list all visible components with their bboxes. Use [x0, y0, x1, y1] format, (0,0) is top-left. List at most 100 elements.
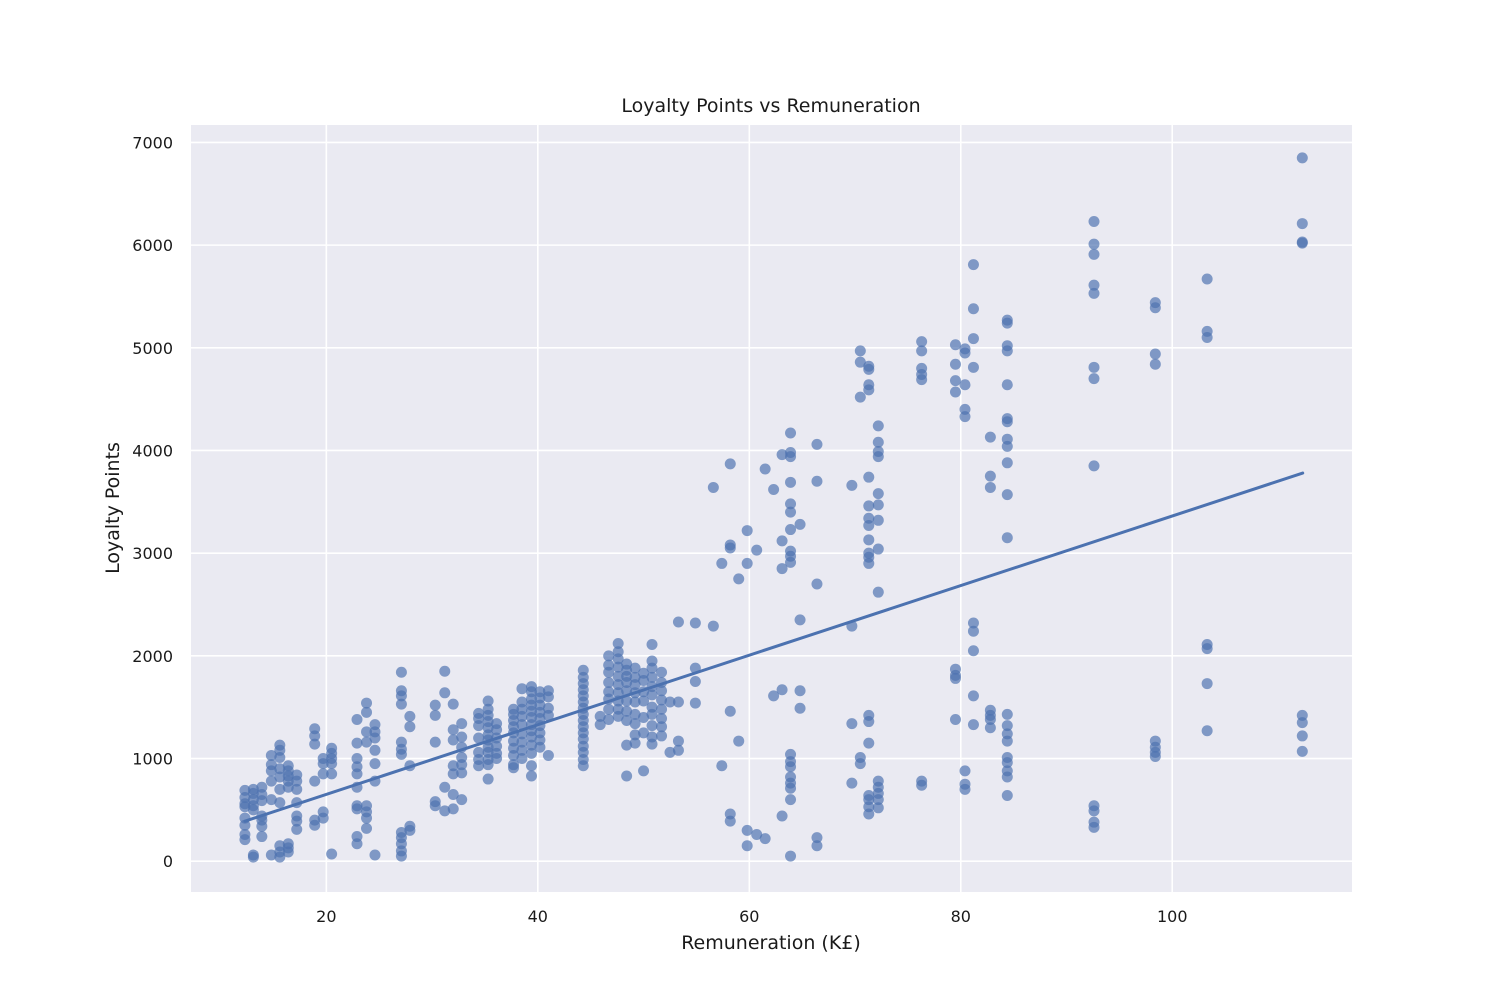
- data-point: [916, 779, 928, 791]
- data-point: [1001, 489, 1013, 501]
- data-point: [508, 762, 519, 774]
- data-point: [361, 812, 373, 824]
- data-point: [447, 788, 459, 800]
- data-point: [317, 812, 329, 824]
- data-point: [621, 695, 633, 707]
- data-point: [863, 384, 875, 396]
- x-tick-label: 20: [316, 907, 336, 926]
- data-point: [759, 463, 771, 475]
- data-point: [776, 535, 788, 547]
- data-point: [846, 777, 858, 789]
- data-point: [621, 770, 633, 782]
- data-point: [447, 803, 459, 815]
- data-point: [429, 800, 441, 812]
- data-point: [646, 662, 658, 674]
- data-point: [456, 767, 468, 779]
- data-point: [967, 361, 979, 373]
- data-point: [429, 709, 441, 721]
- data-point: [291, 783, 303, 795]
- data-point: [404, 721, 416, 733]
- data-point: [1001, 457, 1013, 469]
- data-point: [577, 760, 589, 772]
- data-point: [1001, 416, 1013, 428]
- data-point: [395, 850, 407, 862]
- data-point: [872, 802, 884, 814]
- data-point: [707, 481, 719, 493]
- data-point: [1296, 218, 1308, 230]
- data-point: [274, 763, 286, 775]
- data-point: [759, 833, 771, 845]
- data-point: [447, 724, 459, 736]
- data-point: [361, 726, 373, 738]
- data-point: [741, 824, 753, 836]
- data-point: [768, 690, 780, 702]
- data-point: [1201, 332, 1213, 344]
- data-point: [612, 661, 624, 673]
- y-tick-label: 3000: [132, 544, 173, 563]
- data-point: [811, 840, 823, 852]
- data-point: [785, 427, 797, 439]
- data-point: [282, 846, 294, 858]
- data-point: [603, 666, 615, 678]
- data-point: [525, 770, 537, 782]
- data-point: [664, 746, 676, 758]
- y-tick-label: 4000: [132, 441, 173, 460]
- data-point: [395, 698, 407, 710]
- data-point: [854, 391, 866, 403]
- data-point: [959, 765, 971, 777]
- data-point: [785, 506, 797, 518]
- y-tick-label: 7000: [132, 133, 173, 152]
- data-point: [967, 259, 979, 271]
- data-point: [872, 794, 884, 806]
- data-point: [612, 670, 624, 682]
- data-point: [542, 749, 554, 761]
- data-point: [447, 768, 459, 780]
- data-point: [794, 702, 806, 714]
- y-tick-label: 5000: [132, 339, 173, 358]
- y-tick-label: 2000: [132, 647, 173, 666]
- data-point: [1201, 643, 1213, 655]
- data-point: [291, 823, 303, 835]
- data-point: [811, 832, 823, 844]
- data-point: [629, 737, 641, 749]
- data-point: [256, 820, 268, 832]
- data-point: [1296, 237, 1308, 249]
- data-point: [872, 514, 884, 526]
- data-point: [309, 738, 321, 750]
- data-point: [672, 735, 684, 747]
- data-point: [404, 710, 416, 722]
- y-tick-label: 0: [163, 852, 173, 871]
- data-point: [1296, 717, 1308, 729]
- data-point: [751, 829, 763, 841]
- chart-title: Loyalty Points vs Remuneration: [621, 95, 920, 117]
- data-point: [351, 737, 363, 749]
- data-point: [265, 749, 277, 761]
- data-point: [395, 666, 407, 678]
- data-point: [395, 690, 407, 702]
- data-point: [724, 458, 736, 470]
- data-point: [516, 710, 528, 722]
- data-point: [621, 739, 633, 751]
- data-point: [282, 781, 294, 793]
- data-point: [603, 714, 615, 726]
- data-point: [1296, 745, 1308, 757]
- data-point: [984, 722, 996, 734]
- data-point: [733, 573, 745, 585]
- data-point: [1001, 708, 1013, 720]
- data-point: [447, 734, 459, 746]
- data-point: [707, 620, 719, 632]
- data-point: [863, 500, 875, 512]
- data-point: [959, 347, 971, 359]
- data-point: [646, 689, 658, 701]
- data-point: [1088, 287, 1100, 299]
- data-point: [768, 484, 780, 496]
- data-point: [369, 849, 381, 861]
- data-point: [967, 719, 979, 731]
- data-point: [439, 687, 451, 699]
- data-point: [265, 775, 277, 787]
- data-point: [689, 676, 701, 688]
- data-point: [612, 638, 624, 650]
- data-point: [716, 557, 728, 569]
- data-point: [863, 557, 875, 569]
- data-point: [482, 695, 494, 707]
